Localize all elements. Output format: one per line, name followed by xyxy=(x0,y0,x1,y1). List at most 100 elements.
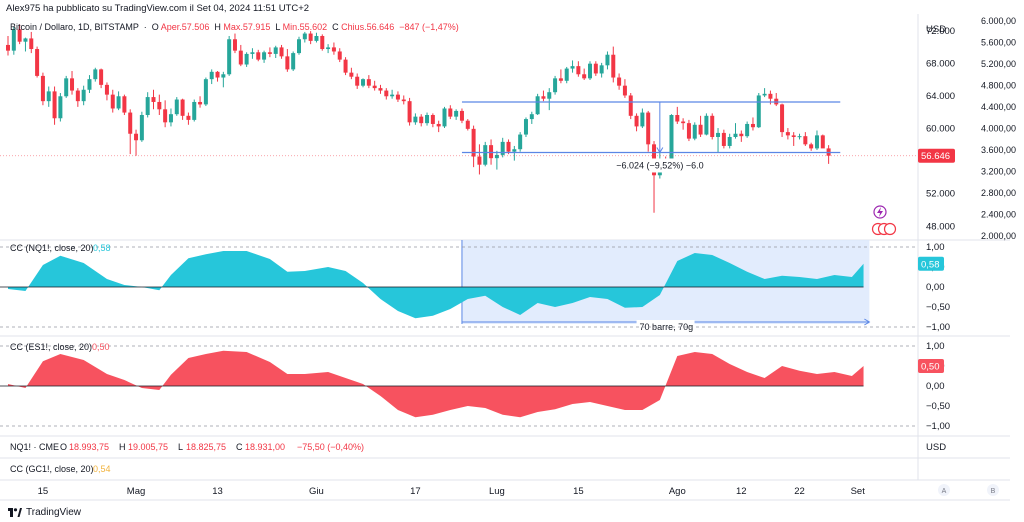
candle-body xyxy=(535,96,540,115)
candle-body xyxy=(529,114,534,120)
price-candles xyxy=(6,24,831,213)
candle-body xyxy=(669,115,674,168)
candle-body xyxy=(326,47,331,50)
candle-body xyxy=(238,50,243,65)
brand-name: TradingView xyxy=(26,507,82,518)
published-note: Alex975 ha pubblicato su TradingView.com… xyxy=(6,3,310,14)
es-tick-label: −0,50 xyxy=(926,401,950,412)
candle-body xyxy=(448,108,453,117)
candle-body xyxy=(390,94,395,97)
secondary-tick-label: 4.000,00 xyxy=(981,124,1016,134)
candle-body xyxy=(425,115,430,124)
candle-body xyxy=(733,133,738,137)
nqinfo-close-label: C xyxy=(236,442,243,452)
gc-pane-value: 0,54 xyxy=(93,464,111,474)
nq-tick-label: −1,00 xyxy=(926,322,950,333)
candle-body xyxy=(686,123,691,139)
last-price-badge-bg xyxy=(918,148,955,163)
candle-body xyxy=(611,54,616,78)
high-label: H xyxy=(214,22,221,32)
candle-body xyxy=(553,78,558,93)
footer-brand[interactable]: TradingView xyxy=(8,507,81,518)
candle-body xyxy=(232,39,237,51)
us-flag-event-icon xyxy=(883,222,897,236)
candle-body xyxy=(477,156,482,165)
candle-body xyxy=(762,93,767,96)
candle-body xyxy=(814,135,819,149)
nqinfo-close: 18.931,00 xyxy=(245,442,285,452)
candle-body xyxy=(570,66,575,69)
range-box-arrowhead xyxy=(864,318,871,326)
candle-body xyxy=(262,52,267,60)
es-value-badge-bg xyxy=(918,359,944,373)
candle-body xyxy=(454,110,459,117)
low-value: Min.55.602 xyxy=(282,22,328,32)
candle-body xyxy=(564,68,569,81)
candle-body xyxy=(343,59,348,73)
candle-body xyxy=(308,33,313,41)
es-tick-label: −1,00 xyxy=(926,421,950,432)
candle-body xyxy=(634,115,639,127)
nq-tick-label: 1,00 xyxy=(926,242,945,253)
candle-body xyxy=(681,121,686,124)
range-label-bg xyxy=(636,320,695,333)
nqinfo-low-label: L xyxy=(178,442,183,452)
candle-body xyxy=(797,136,802,138)
candle-body xyxy=(791,135,796,137)
nqinfo-open: 18.993,75 xyxy=(69,442,109,452)
candle-body xyxy=(110,94,115,109)
candle-body xyxy=(104,84,109,95)
candle-body xyxy=(46,91,51,102)
candle-body xyxy=(413,116,418,123)
candle-body xyxy=(174,99,179,115)
time-tick-label: 15 xyxy=(38,486,49,497)
candle-body xyxy=(337,51,342,60)
lightning-glyph xyxy=(877,207,883,217)
candle-body xyxy=(465,120,470,129)
candle-body xyxy=(361,79,366,86)
candle-body xyxy=(302,33,307,40)
candle-body xyxy=(442,108,447,127)
candle-body xyxy=(780,104,785,133)
nqinfo-symbol: NQ1! · CME xyxy=(10,442,59,452)
nq-pane-title: CC (NQ1!, close, 20) xyxy=(10,243,94,253)
time-tick-label: 15 xyxy=(573,486,584,497)
es-pane-title: CC (ES1!, close, 20) xyxy=(10,342,92,352)
candle-body xyxy=(17,29,22,42)
candle-body xyxy=(320,35,325,50)
auto-scale-button[interactable] xyxy=(938,484,950,496)
es-value-badge: 0,50 xyxy=(921,362,940,373)
nq-tick-label: 0,00 xyxy=(926,282,945,293)
candle-body xyxy=(716,132,721,137)
candle-body xyxy=(640,112,645,127)
candle-body xyxy=(58,96,63,119)
nq-value-badge: 0,58 xyxy=(921,259,940,270)
candle-body xyxy=(558,78,563,81)
es-tick-label: 0,00 xyxy=(926,381,945,392)
candle-body xyxy=(523,119,528,135)
candle-body xyxy=(366,79,371,86)
candle-body xyxy=(29,38,34,50)
candle-body xyxy=(203,79,208,105)
candle-body xyxy=(582,74,587,79)
secondary-tick-label: 5.200,00 xyxy=(981,59,1016,69)
candle-body xyxy=(64,78,69,97)
time-tick-label: Lug xyxy=(489,486,505,497)
nq-correlation-area: 1,000,500,00−0,50−1,00 xyxy=(0,242,950,333)
candle-body xyxy=(151,97,156,102)
tradingview-logo-icon xyxy=(8,508,22,517)
nqinfo-low: 18.825,75 xyxy=(186,442,226,452)
log-scale-button[interactable] xyxy=(987,484,999,496)
candle-body xyxy=(40,75,45,102)
candle-body xyxy=(436,123,441,127)
candle-body xyxy=(401,99,406,102)
secondary-tick-label: 3.600,00 xyxy=(981,145,1016,155)
candle-body xyxy=(430,115,435,124)
log-scale-button-label: B xyxy=(991,488,996,495)
symbol-title[interactable]: Bitcoin / Dollaro, 1D, BITSTAMP xyxy=(10,22,139,32)
time-tick-label: 12 xyxy=(736,486,747,497)
time-tick-label: 22 xyxy=(794,486,805,497)
candle-body xyxy=(372,85,377,89)
